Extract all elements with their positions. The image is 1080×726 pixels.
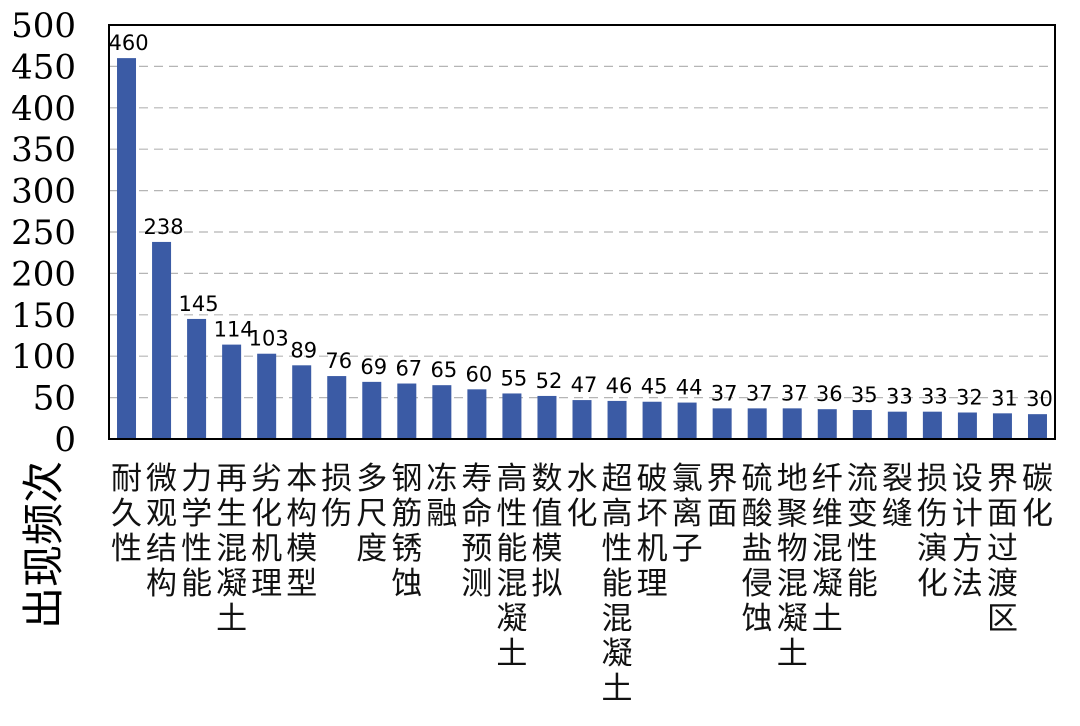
category-label: 劣化机理 [251, 461, 282, 602]
y-tick-label: 150 [11, 296, 76, 336]
data-label: 33 [921, 385, 948, 409]
category-label: 损伤演化 [917, 461, 948, 602]
data-label: 89 [290, 338, 317, 362]
category-label: 地聚物混凝土 [777, 461, 808, 672]
data-label: 47 [571, 373, 598, 397]
data-label: 35 [851, 383, 878, 407]
data-label: 103 [249, 327, 289, 351]
category-label: 界面过渡区 [987, 461, 1018, 637]
y-tick-label: 450 [11, 47, 76, 87]
bar [152, 241, 172, 439]
category-label: 设计方法 [952, 461, 983, 602]
data-label: 37 [711, 381, 738, 405]
bar [747, 408, 767, 439]
data-label: 30 [1026, 387, 1053, 411]
y-tick-label: 400 [11, 89, 76, 129]
data-label: 76 [325, 349, 352, 373]
bar [467, 389, 487, 439]
y-tick-label: 0 [54, 420, 76, 460]
category-label: 氯离子 [672, 461, 703, 567]
data-label: 31 [991, 386, 1018, 410]
category-label: 破坏机理 [637, 461, 668, 602]
data-label: 67 [395, 357, 422, 381]
plot-frame [108, 24, 1056, 440]
bar [782, 408, 802, 439]
data-label: 52 [536, 369, 563, 393]
data-label: 460 [108, 31, 148, 55]
data-label: 145 [179, 292, 219, 316]
category-label: 钢筋锈蚀 [391, 461, 422, 602]
category-label: 超高性能混凝土 [602, 461, 633, 707]
bar [677, 402, 697, 439]
bar [257, 353, 277, 439]
category-label: 硫酸盐侵蚀 [742, 461, 773, 637]
data-label: 45 [641, 375, 668, 399]
category-label: 高性能混凝土 [496, 461, 527, 672]
y-tick-label: 50 [33, 379, 76, 419]
category-label: 本构模型 [286, 461, 317, 602]
data-label: 36 [816, 382, 843, 406]
bar [852, 410, 872, 439]
data-label: 55 [501, 366, 528, 390]
bar [397, 383, 417, 439]
data-label: 65 [430, 358, 457, 382]
category-label: 裂缝 [882, 461, 913, 532]
y-tick-label: 350 [11, 130, 76, 170]
bar [607, 400, 627, 439]
bar [432, 385, 452, 439]
data-label: 60 [466, 362, 493, 386]
bar [1027, 414, 1047, 439]
data-label: 46 [606, 374, 633, 398]
y-tick-label: 100 [11, 337, 76, 377]
bar [712, 408, 732, 439]
category-label: 多尺度 [356, 461, 387, 567]
bar [327, 376, 347, 439]
category-label: 水化 [567, 461, 598, 532]
data-label: 69 [360, 355, 387, 379]
category-label: 寿命预测 [461, 461, 492, 602]
category-label: 流变性能 [847, 461, 878, 602]
category-label: 力学性能 [181, 461, 212, 602]
bar [187, 318, 207, 439]
bar [572, 400, 592, 439]
bar [817, 409, 837, 439]
bar [362, 381, 382, 439]
bar [992, 413, 1012, 439]
bar [922, 411, 942, 439]
bar [957, 412, 977, 439]
category-label: 数值模拟 [531, 461, 562, 602]
y-tick-label: 250 [11, 213, 76, 253]
category-label: 碳化 [1022, 461, 1053, 532]
category-label: 耐久性 [111, 461, 142, 567]
category-labels: 耐久性微观结构力学性能再生混凝土劣化机理本构模型损伤多尺度钢筋锈蚀冻融寿命预测高… [111, 461, 1053, 707]
y-tick-label: 300 [11, 172, 76, 212]
bar [222, 344, 242, 439]
bar [642, 401, 662, 439]
category-label: 冻融 [426, 461, 457, 532]
bar [887, 411, 907, 439]
category-label: 微观结构 [146, 461, 177, 602]
y-tick-label: 500 [11, 6, 76, 46]
category-label: 再生混凝土 [216, 461, 247, 637]
data-label: 33 [886, 385, 913, 409]
bars [117, 58, 1047, 440]
bar [117, 58, 137, 440]
data-label: 114 [214, 318, 254, 342]
data-label: 44 [676, 376, 703, 400]
bar [502, 393, 522, 439]
category-label: 界面 [707, 461, 738, 532]
y-axis-label: 出现频次 [19, 461, 68, 629]
data-label: 37 [781, 381, 808, 405]
bar [537, 395, 557, 439]
bar [292, 365, 312, 439]
data-label: 37 [746, 381, 773, 405]
data-label: 238 [144, 215, 184, 239]
y-tick-label: 200 [11, 254, 76, 294]
data-label: 32 [956, 386, 983, 410]
category-label: 损伤 [321, 461, 352, 532]
category-label: 纤维混凝土 [812, 461, 843, 637]
